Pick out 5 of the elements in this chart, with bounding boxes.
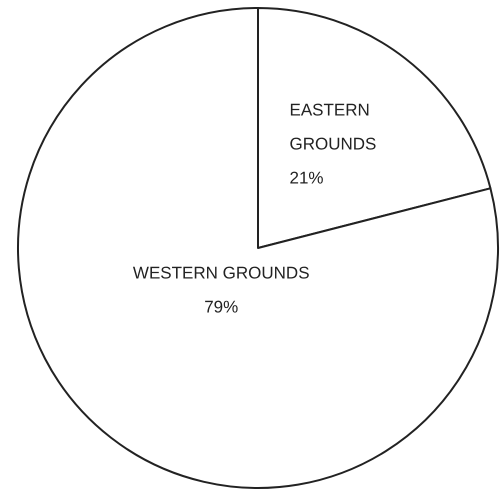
slice-label: EASTERN GROUNDS (289, 100, 376, 154)
data-label: 79% (204, 297, 238, 316)
pie-slice (17, 7, 499, 489)
data-label: 21% (289, 168, 324, 188)
slice-label: WESTERN GROUNDS (132, 263, 310, 282)
